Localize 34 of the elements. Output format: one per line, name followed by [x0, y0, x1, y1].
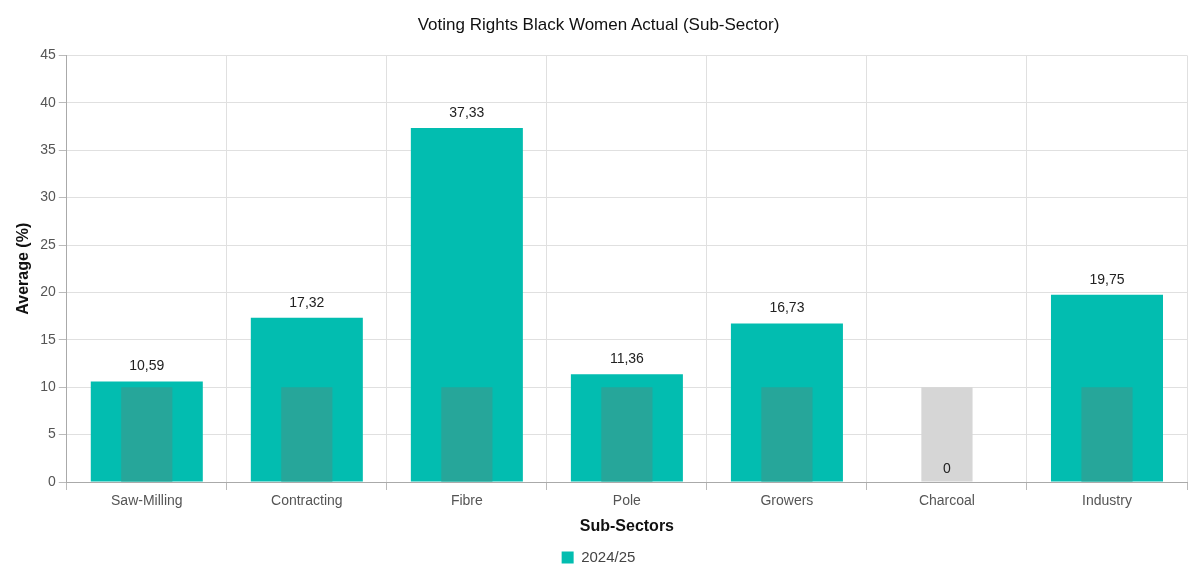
bar	[761, 387, 813, 482]
x-tick-label: Industry	[1082, 492, 1132, 509]
x-tick-label: Growers	[760, 492, 814, 509]
y-tick-label: 30	[40, 188, 56, 205]
y-tick-label: 35	[40, 141, 56, 158]
data-label: 16,73	[769, 299, 805, 316]
y-tick-label: 10	[40, 378, 56, 395]
chart-title: Voting Rights Black Women Actual (Sub-Sector)	[417, 14, 780, 34]
bar	[441, 387, 493, 482]
data-label: 10,59	[129, 357, 165, 374]
bar	[1081, 387, 1133, 482]
y-axis-title: Average (%)	[14, 222, 32, 315]
x-tick-label: Fibre	[450, 492, 484, 509]
y-tick-label: 25	[40, 235, 56, 252]
y-tick-label: 0	[47, 472, 56, 489]
data-label: 0	[943, 459, 952, 476]
data-label: 37,33	[449, 103, 485, 120]
y-tick-label: 20	[40, 283, 56, 300]
y-tick-label: 5	[47, 425, 56, 442]
y-tick-label: 45	[40, 46, 56, 63]
legend-label: 2024/25	[581, 547, 636, 565]
bar	[601, 387, 653, 482]
x-axis-title: Sub-Sectors	[579, 516, 675, 534]
y-tick-label: 40	[40, 93, 56, 110]
x-tick-label: Pole	[612, 492, 642, 509]
x-tick-label: Contracting	[271, 492, 343, 509]
data-label: 19,75	[1089, 270, 1125, 287]
x-tick-label: Charcoal	[918, 492, 975, 509]
data-label: 11,36	[609, 350, 645, 367]
data-label: 17,32	[289, 293, 325, 310]
y-tick-label: 15	[40, 330, 56, 347]
bar	[121, 387, 173, 482]
x-tick-label: Saw-Milling	[111, 492, 183, 509]
bar	[281, 387, 333, 482]
